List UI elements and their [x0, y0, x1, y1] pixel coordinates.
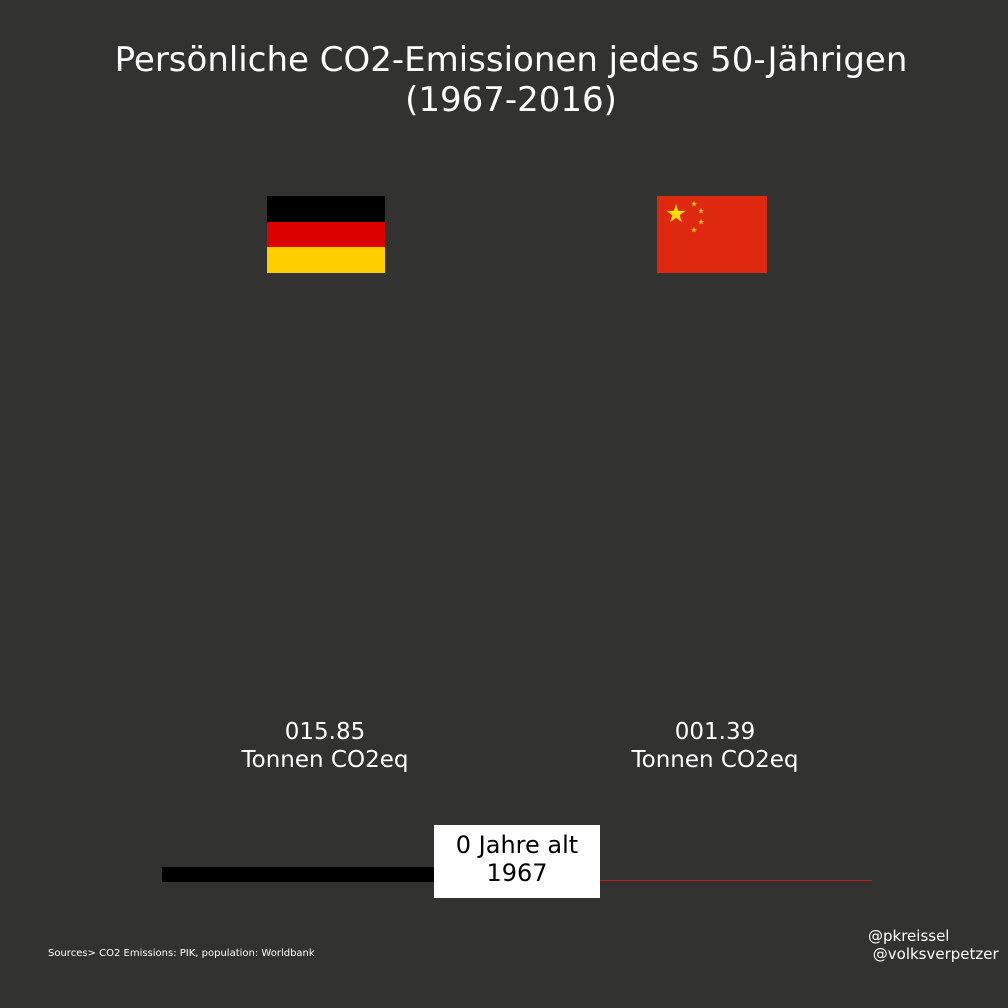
small-star-icon: [691, 201, 697, 207]
china-value: 001.39: [674, 719, 756, 745]
china-value-label: 001.39 Tonnen CO2eq: [585, 718, 845, 774]
timeline-fill: [162, 867, 436, 882]
small-star-icon: [698, 219, 704, 225]
age-label: 0 Jahre alt: [455, 831, 579, 859]
chart-title: Persönliche CO2-Emissionen jedes 50-Jähr…: [114, 40, 908, 120]
germany-flag-icon: [267, 196, 385, 273]
china-flag-stars: [666, 201, 704, 233]
china-flag-icon: [657, 196, 767, 273]
germany-value-label: 015.85 Tonnen CO2eq: [195, 718, 455, 774]
flag-stripe-black: [267, 196, 385, 222]
big-star-icon: [666, 204, 686, 223]
germany-unit: Tonnen CO2eq: [241, 747, 409, 773]
flag-stripe-red: [267, 221, 385, 248]
credit-handle: @pkreissel: [868, 927, 950, 945]
credit-handle: @volksverpetzer: [868, 945, 999, 963]
small-star-icon: [698, 208, 704, 214]
year-box: 0 Jahre alt 1967: [434, 825, 600, 898]
credits: @pkreissel @volksverpetzer: [868, 927, 999, 963]
year-label: 1967: [486, 859, 548, 887]
germany-value: 015.85: [284, 719, 366, 745]
small-star-icon: [691, 227, 697, 233]
china-unit: Tonnen CO2eq: [631, 747, 799, 773]
sources-note: Sources> CO2 Emissions: PIK, population:…: [48, 948, 315, 959]
flag-stripe-gold: [267, 247, 385, 273]
